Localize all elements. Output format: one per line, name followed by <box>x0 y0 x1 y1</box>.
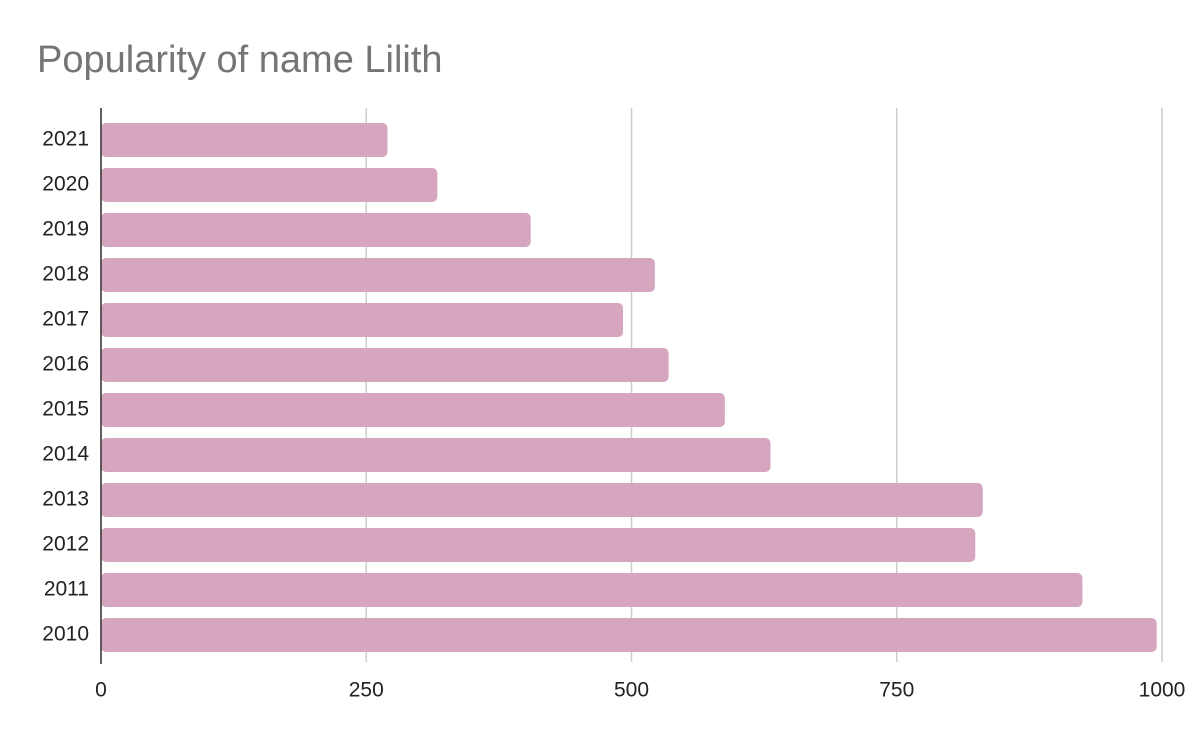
y-tick-label: 2012 <box>42 533 89 556</box>
bar <box>101 573 1083 607</box>
bar <box>101 528 976 562</box>
y-tick-label: 2011 <box>44 578 89 601</box>
bar <box>101 483 983 517</box>
bar <box>101 123 388 157</box>
bar <box>101 168 438 202</box>
x-tick-label: 0 <box>95 679 107 702</box>
bar <box>101 618 1157 652</box>
x-tick-label: 750 <box>879 679 914 702</box>
y-tick-label: 2014 <box>42 443 89 466</box>
x-tick-label: 500 <box>614 679 649 702</box>
y-tick-label: 2010 <box>42 623 89 646</box>
bar <box>101 213 531 247</box>
chart-title: Popularity of name Lilith <box>37 39 443 81</box>
y-tick-label: 2019 <box>42 218 89 241</box>
y-tick-label: 2020 <box>42 173 89 196</box>
y-tick-label: 2013 <box>42 488 89 511</box>
bar <box>101 348 669 382</box>
x-tick-label: 1000 <box>1139 679 1186 702</box>
y-tick-label: 2018 <box>42 263 89 286</box>
y-tick-label: 2015 <box>42 398 89 421</box>
bar <box>101 258 655 292</box>
x-tick-label: 250 <box>349 679 384 702</box>
bar <box>101 393 725 427</box>
y-tick-label: 2021 <box>42 128 89 151</box>
y-tick-label: 2016 <box>42 353 89 376</box>
bar <box>101 303 624 337</box>
y-tick-label: 2017 <box>42 308 89 331</box>
bar <box>101 438 771 472</box>
